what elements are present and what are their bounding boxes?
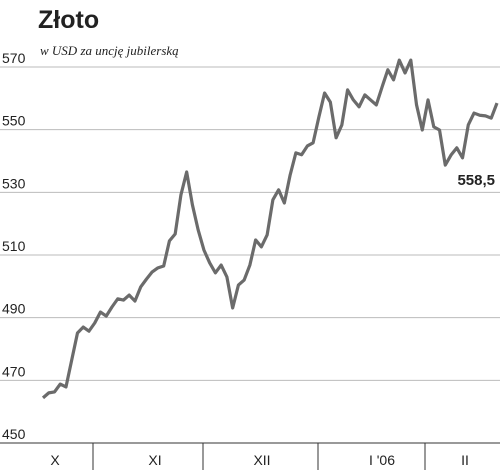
x-tick-label: I '06 <box>369 452 395 468</box>
chart-subtitle: w USD za uncję jubilerską <box>40 43 179 58</box>
y-tick-label: 570 <box>2 50 26 66</box>
x-tick-label: XII <box>253 452 270 468</box>
y-tick-label: 550 <box>2 113 26 129</box>
x-tick-label: XI <box>148 452 161 468</box>
y-tick-label: 490 <box>2 301 26 317</box>
x-tick-label: II <box>461 452 469 468</box>
y-tick-label: 450 <box>2 426 26 442</box>
y-tick-label: 530 <box>2 175 26 191</box>
price-line <box>41 58 499 400</box>
y-tick-label: 510 <box>2 238 26 254</box>
x-tick-label: X <box>50 452 60 468</box>
value-label: 558,5 <box>457 172 495 189</box>
chart-title: Złoto <box>38 6 99 34</box>
y-tick-label: 470 <box>2 363 26 379</box>
